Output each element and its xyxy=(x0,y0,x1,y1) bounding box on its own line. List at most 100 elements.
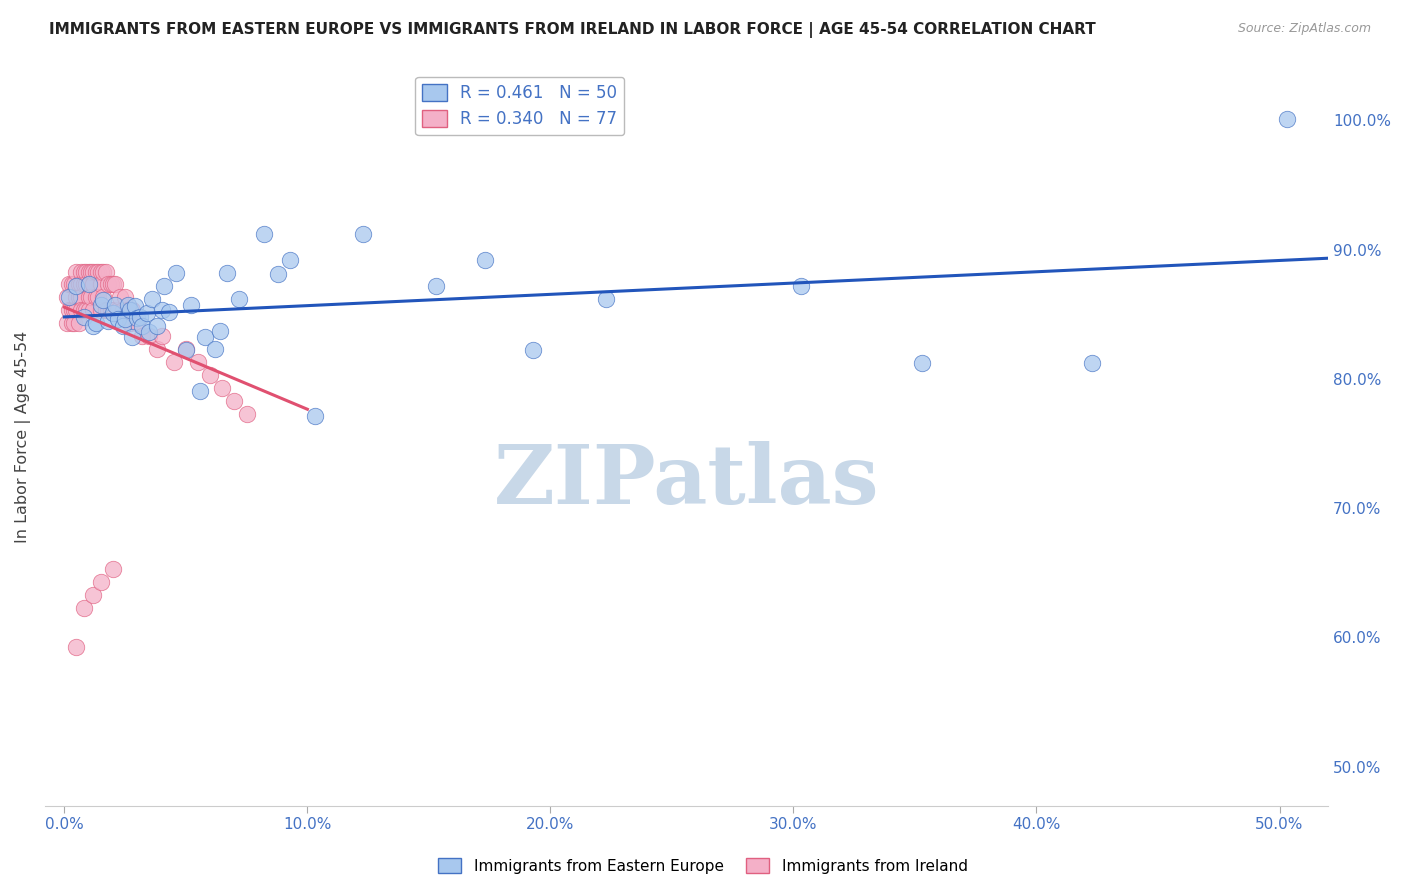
Point xyxy=(101,303,124,318)
Point xyxy=(114,290,136,304)
Point xyxy=(75,303,97,318)
Point xyxy=(180,298,202,312)
Point xyxy=(77,303,100,318)
Point xyxy=(138,326,160,340)
Point xyxy=(208,324,231,338)
Point xyxy=(60,277,83,292)
Point xyxy=(163,355,186,369)
Point xyxy=(55,316,77,330)
Text: Source: ZipAtlas.com: Source: ZipAtlas.com xyxy=(1237,22,1371,36)
Point xyxy=(107,303,129,318)
Point xyxy=(75,264,97,278)
Point xyxy=(194,330,217,344)
Point xyxy=(136,306,159,320)
Point xyxy=(65,278,87,293)
Point xyxy=(58,277,80,292)
Point xyxy=(70,290,93,304)
Point xyxy=(153,278,176,293)
Point xyxy=(73,264,96,278)
Point xyxy=(174,342,197,356)
Point xyxy=(107,312,129,326)
Point xyxy=(65,303,87,318)
Point xyxy=(190,384,212,398)
Point xyxy=(73,303,96,318)
Point xyxy=(117,303,139,318)
Point xyxy=(352,227,374,241)
Point xyxy=(104,298,127,312)
Point xyxy=(73,310,96,324)
Point xyxy=(150,303,173,318)
Point xyxy=(141,292,163,306)
Point xyxy=(522,343,544,358)
Point xyxy=(90,303,112,318)
Point xyxy=(267,267,290,281)
Point xyxy=(101,306,124,320)
Point xyxy=(82,318,104,333)
Point xyxy=(157,304,180,318)
Point xyxy=(224,393,246,408)
Point xyxy=(204,342,226,356)
Point xyxy=(121,303,143,318)
Point xyxy=(67,290,90,304)
Point xyxy=(790,278,813,293)
Point xyxy=(165,266,187,280)
Point xyxy=(63,303,86,318)
Point xyxy=(82,303,104,318)
Point xyxy=(211,381,233,395)
Point xyxy=(110,290,132,304)
Point xyxy=(90,277,112,292)
Point xyxy=(145,342,167,356)
Point xyxy=(67,316,90,330)
Text: ZIPatlas: ZIPatlas xyxy=(494,442,879,521)
Point xyxy=(73,600,96,615)
Point xyxy=(304,409,326,424)
Point xyxy=(124,300,146,314)
Point xyxy=(595,292,617,306)
Point xyxy=(87,290,110,304)
Point xyxy=(174,343,197,358)
Point xyxy=(77,290,100,304)
Point xyxy=(280,252,302,267)
Point xyxy=(58,303,80,318)
Point xyxy=(97,314,120,328)
Text: IMMIGRANTS FROM EASTERN EUROPE VS IMMIGRANTS FROM IRELAND IN LABOR FORCE | AGE 4: IMMIGRANTS FROM EASTERN EUROPE VS IMMIGR… xyxy=(49,22,1095,38)
Point xyxy=(114,312,136,326)
Point xyxy=(128,310,150,324)
Point xyxy=(94,264,117,278)
Point xyxy=(228,292,250,306)
Point xyxy=(77,264,100,278)
Point xyxy=(131,318,153,333)
Point xyxy=(90,574,112,589)
Point xyxy=(60,316,83,330)
Point xyxy=(145,318,167,333)
Point xyxy=(91,264,114,278)
Point xyxy=(425,278,447,293)
Point xyxy=(118,316,141,330)
Point xyxy=(82,277,104,292)
Point xyxy=(90,298,112,312)
Point xyxy=(65,640,87,654)
Point xyxy=(60,303,83,318)
Point xyxy=(118,303,141,318)
Point xyxy=(97,303,120,318)
Point xyxy=(63,277,86,292)
Point xyxy=(127,311,149,326)
Point xyxy=(70,264,93,278)
Point xyxy=(65,290,87,304)
Point xyxy=(111,303,134,318)
Point xyxy=(474,252,496,267)
Point xyxy=(111,318,134,333)
Point xyxy=(198,368,221,382)
Point xyxy=(91,290,114,304)
Point xyxy=(82,588,104,602)
Point xyxy=(127,316,149,330)
Point xyxy=(70,303,93,318)
Point xyxy=(100,303,122,318)
Point xyxy=(101,562,124,576)
Point xyxy=(75,277,97,292)
Point xyxy=(1275,112,1298,126)
Point xyxy=(138,329,160,343)
Point xyxy=(73,277,96,292)
Point xyxy=(77,277,100,292)
Legend: Immigrants from Eastern Europe, Immigrants from Ireland: Immigrants from Eastern Europe, Immigran… xyxy=(432,852,974,880)
